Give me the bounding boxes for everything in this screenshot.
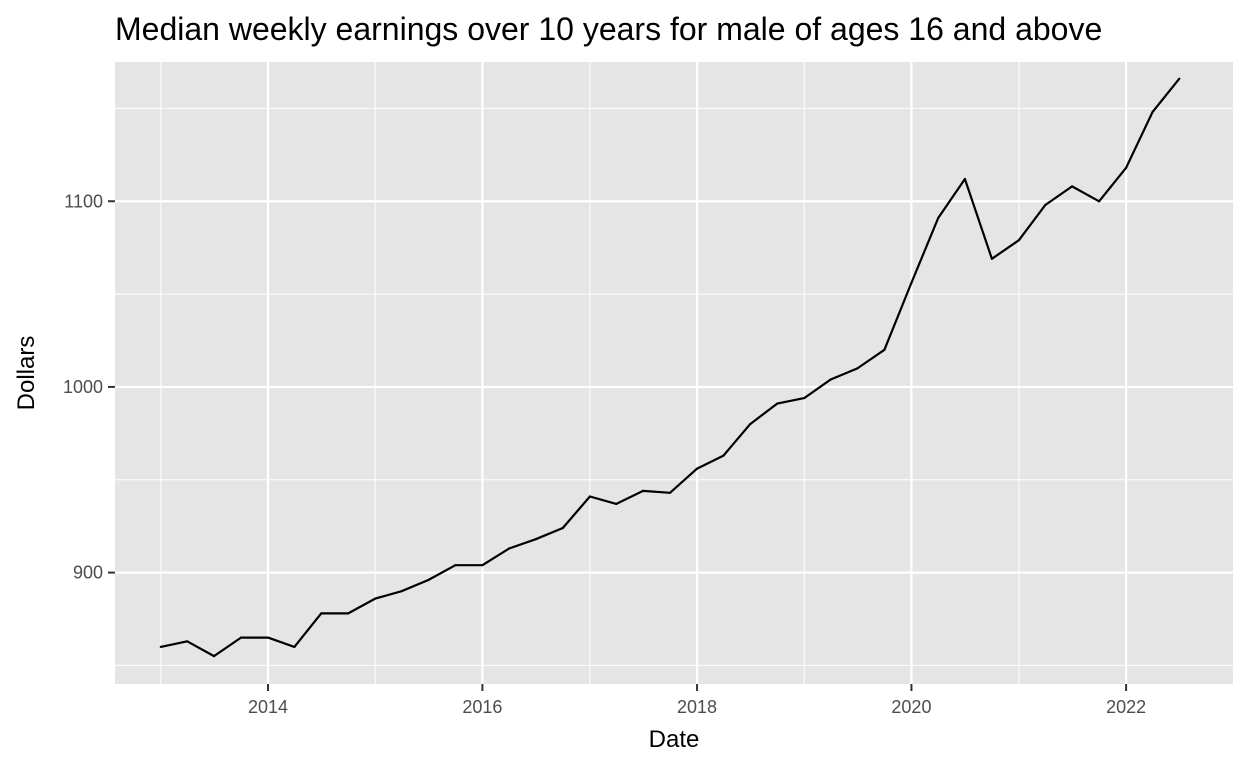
y-tick-label: 900 [73, 563, 103, 583]
data-point [1044, 203, 1047, 207]
data-point [1097, 200, 1101, 203]
data-point [695, 467, 699, 470]
data-point [856, 367, 859, 370]
data-point [1151, 111, 1154, 114]
data-point [937, 216, 940, 220]
x-axis-title: Date [649, 726, 700, 753]
x-tick-label: 2018 [677, 697, 717, 717]
data-point [212, 655, 216, 658]
data-point [749, 422, 752, 426]
data-point [668, 491, 672, 494]
data-point [1178, 77, 1181, 80]
data-point [722, 454, 725, 457]
x-tick-label: 2014 [248, 697, 288, 717]
data-point [803, 396, 806, 400]
data-point [347, 612, 350, 615]
data-point [883, 348, 886, 351]
x-axis: 2014 2016 2018 2020 2022 [248, 684, 1146, 717]
data-point [454, 564, 457, 567]
data-point [508, 547, 511, 550]
data-point [910, 281, 913, 285]
chart-title: Median weekly earnings over 10 years for… [115, 11, 1102, 47]
data-point [266, 636, 270, 639]
data-point [588, 495, 591, 498]
data-point [534, 538, 537, 541]
data-point [829, 378, 832, 381]
data-point [1070, 185, 1074, 188]
data-point [320, 612, 323, 615]
data-point [427, 578, 430, 582]
y-tick-label: 1000 [63, 377, 103, 397]
data-point [400, 590, 403, 593]
major-y-gridlines [115, 200, 1233, 574]
data-point [481, 564, 484, 567]
x-tick-label: 2022 [1106, 697, 1146, 717]
data-point [990, 257, 993, 260]
x-tick-label: 2016 [462, 697, 502, 717]
y-tick-label: 1100 [64, 191, 103, 211]
data-point [776, 402, 779, 405]
data-point [641, 489, 645, 493]
y-axis: 900 1000 1100 [63, 191, 115, 583]
data-point [374, 597, 377, 600]
y-axis-title: Dollars [13, 336, 40, 411]
x-tick-label: 2020 [891, 697, 931, 717]
plot-panel [115, 62, 1233, 684]
data-point [561, 526, 564, 530]
minor-y-gridlines [115, 107, 1233, 666]
data-point [186, 640, 189, 643]
data-point [1125, 166, 1128, 169]
data-point [615, 502, 618, 505]
data-point [963, 177, 966, 181]
series-group [159, 77, 1181, 658]
data-point [159, 645, 162, 648]
minor-x-gridlines [160, 62, 1020, 684]
data-point [293, 645, 296, 648]
data-point [239, 636, 243, 639]
data-point [1017, 239, 1021, 242]
